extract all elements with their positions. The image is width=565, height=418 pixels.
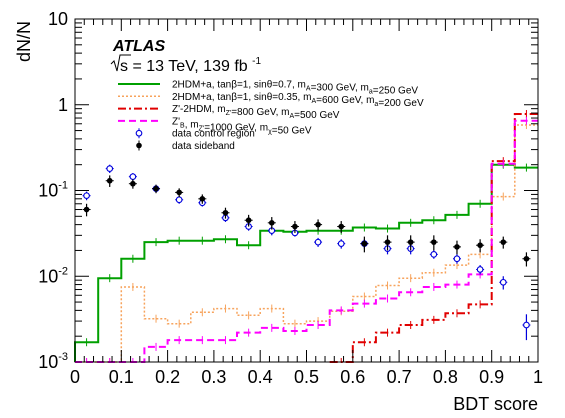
x-tick-label: 1 <box>533 367 543 387</box>
data-point <box>500 239 507 245</box>
data-point <box>523 255 530 262</box>
data-point <box>199 196 206 202</box>
legend-entry-5: data sideband <box>136 140 235 152</box>
x-tick-label: 0.8 <box>433 367 458 387</box>
y-tick-label: 10-3 <box>38 351 68 372</box>
energy-label: s = 13 TeV, 139 fb -1 <box>110 54 261 75</box>
legend-label: Z'B, mZ'=1000 GeV, mχ=50 GeV <box>172 116 312 136</box>
data-point <box>176 189 182 196</box>
data-point <box>315 221 321 228</box>
legend-entry-3: Z'B, mZ'=1000 GeV, mχ=50 GeV <box>118 116 312 136</box>
data-point <box>361 240 368 247</box>
tick-labels: 0 0.1 0.2 0.3 0.4 0.5 0.6 0.7 0.8 0.9 110-310-210-… <box>38 9 543 387</box>
legend-label: Z'-2HDM, mZ'=800 GeV, mA=500 GeV <box>172 104 340 121</box>
data-point <box>314 238 322 246</box>
data-point <box>130 180 136 187</box>
data-point <box>83 192 90 200</box>
data-point <box>106 177 113 184</box>
legend-entry-0: 2HDM+a, tanβ=1, sinθ=0.7, mA=300 GeV, ma… <box>118 80 418 97</box>
data-point <box>523 321 530 329</box>
legend-label: data sideband <box>172 141 235 152</box>
y-tick-label: 1 <box>58 95 68 115</box>
legend-label: 2HDM+a, tanβ=1, sinθ=0.7, mA=300 GeV, ma… <box>172 80 418 97</box>
data-point <box>430 251 438 258</box>
x-tick-label: 0.1 <box>109 367 134 387</box>
x-tick-label: 0.3 <box>201 367 226 387</box>
plot-frame <box>74 18 539 363</box>
legend-label: 2HDM+a, tanβ=1, sinθ=0.35, mA=600 GeV, m… <box>172 92 424 109</box>
data-point <box>292 223 298 230</box>
series-layer <box>74 110 538 363</box>
legend: 2HDM+a, tanβ=1, sinθ=0.7, mA=300 GeV, ma… <box>118 80 424 152</box>
legend-label: data control region <box>172 129 255 140</box>
legend-entry-4: data control region <box>135 128 255 140</box>
data-point <box>337 240 345 247</box>
energy-text: s = 13 TeV, 139 fb <box>120 58 248 75</box>
data-point <box>175 196 183 204</box>
data-point <box>268 220 275 226</box>
x-tick-label: 0.7 <box>387 367 412 387</box>
sqrt-sign <box>110 54 131 72</box>
series-3 <box>75 116 538 363</box>
data-point <box>338 223 345 230</box>
y-tick-label: 10-1 <box>38 180 68 201</box>
series-1-hist <box>75 124 538 363</box>
data-point <box>453 255 461 263</box>
y-axis-title: dN/N <box>14 21 34 62</box>
data-point <box>454 244 460 250</box>
data-point <box>431 239 437 245</box>
legend-entry-1: 2HDM+a, tanβ=1, sinθ=0.35, mA=600 GeV, m… <box>118 92 424 109</box>
data-point <box>245 217 252 224</box>
series-2-hist <box>329 113 538 363</box>
x-tick-label: 0.5 <box>294 367 319 387</box>
atlas-label: ATLAS <box>112 38 165 55</box>
legend-entry-2: Z'-2HDM, mZ'=800 GeV, mA=500 GeV <box>118 104 340 121</box>
data-point <box>407 239 414 245</box>
legend-swatch <box>136 142 142 149</box>
legend-swatch <box>135 129 143 137</box>
data-point <box>384 239 391 245</box>
data-point <box>129 173 137 181</box>
x-tick-label: 0 <box>70 367 80 387</box>
data-point <box>153 185 159 192</box>
series-3-hist <box>75 119 538 363</box>
x-axis-title: BDT score <box>453 394 538 414</box>
x-tick-label: 0.2 <box>155 367 180 387</box>
data-point <box>83 206 90 213</box>
series-0-hist <box>74 163 538 362</box>
series-5 <box>82 175 531 267</box>
y-tick-label: 10 <box>48 9 68 29</box>
data-point <box>499 278 507 286</box>
svg-text:s = 13 TeV, 139 fb -1: s = 13 TeV, 139 fb -1 <box>120 56 261 75</box>
data-point <box>477 242 483 249</box>
y-tick-label: 10-2 <box>38 265 68 286</box>
x-tick-label: 0.6 <box>340 367 365 387</box>
data-point <box>106 165 114 172</box>
energy-exponent: -1 <box>252 56 261 67</box>
data-point <box>222 209 229 216</box>
x-tick-label: 0.9 <box>479 367 504 387</box>
data-point <box>476 266 484 273</box>
x-tick-label: 0.4 <box>248 367 273 387</box>
